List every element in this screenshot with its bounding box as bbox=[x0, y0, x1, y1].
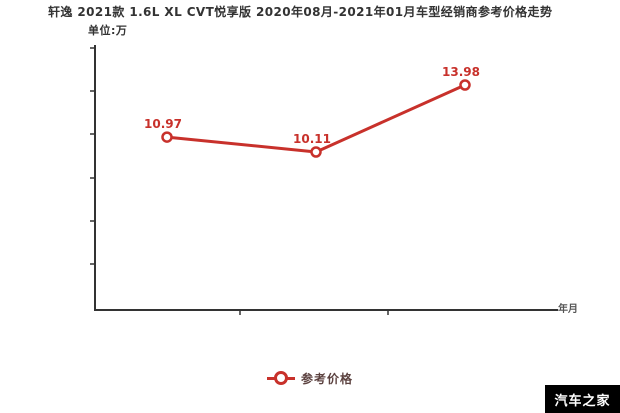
svg-text:年月: 年月 bbox=[558, 302, 578, 315]
legend-label: 参考价格 bbox=[300, 371, 353, 386]
brand-watermark: 汽车之家 bbox=[545, 385, 620, 413]
svg-text:10.11: 10.11 bbox=[293, 132, 331, 146]
brand-logo-text: 汽车之家 bbox=[554, 393, 611, 409]
chart-title: 轩逸 2021款 1.6L XL CVT悦享版 2020年08月-2021年01… bbox=[48, 5, 553, 19]
legend: 参考价格 bbox=[0, 368, 620, 388]
legend-line-marker-icon bbox=[266, 371, 295, 385]
svg-text:13.98: 13.98 bbox=[442, 65, 480, 79]
svg-text:10.97: 10.97 bbox=[144, 117, 182, 131]
unit-label: 单位:万 bbox=[88, 24, 128, 37]
